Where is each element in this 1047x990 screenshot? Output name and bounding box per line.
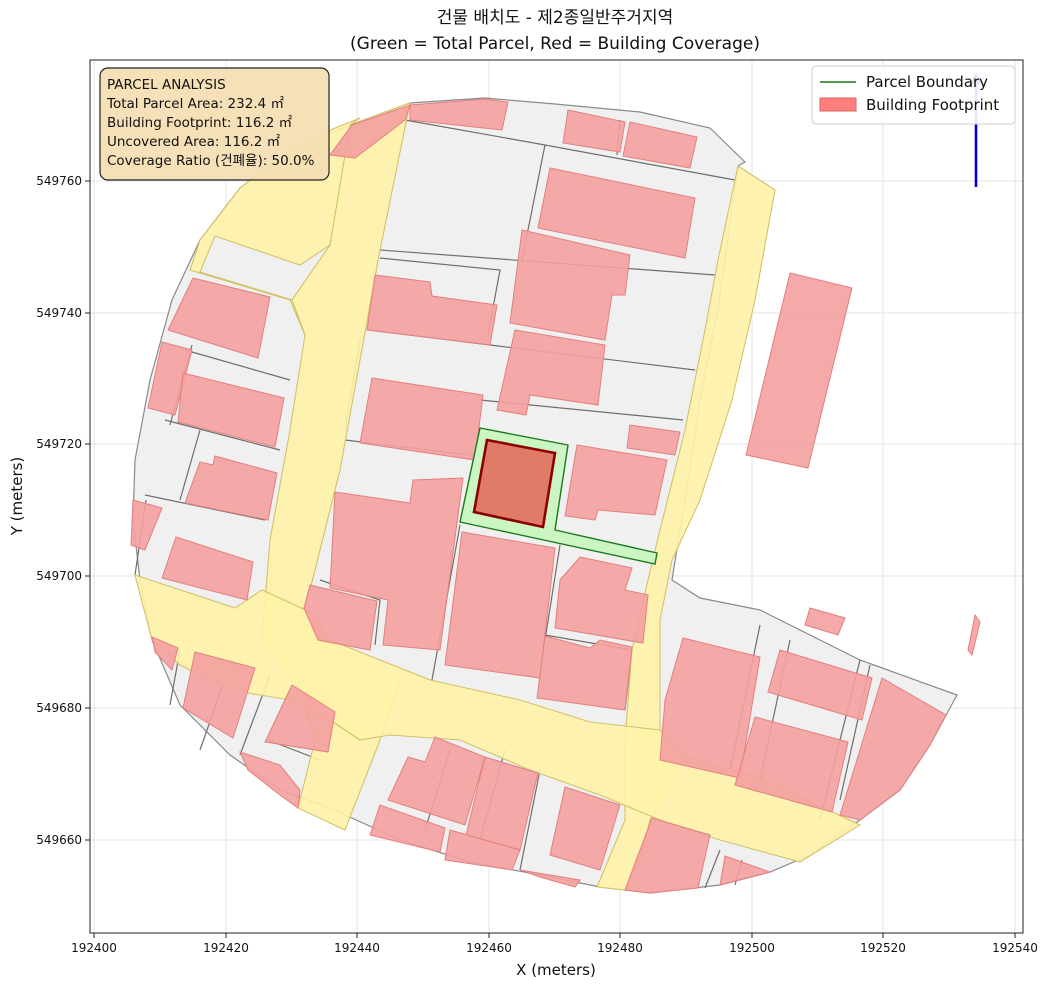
x-tick-label: 192540 xyxy=(992,941,1038,955)
y-tick-label: 549740 xyxy=(36,306,82,320)
building xyxy=(549,786,621,871)
target-parcel xyxy=(459,427,658,565)
building xyxy=(369,804,446,853)
building xyxy=(444,531,556,679)
building xyxy=(509,229,631,341)
y-tick-label: 549700 xyxy=(36,569,82,583)
building xyxy=(177,372,285,448)
info-footprint: Building Footprint: 116.2 ㎡ xyxy=(107,115,293,131)
map-subtitle: (Green = Total Parcel, Red = Building Co… xyxy=(350,34,760,54)
info-coverage: Coverage Ratio (건폐율): 50.0% xyxy=(107,153,315,169)
building-footprint xyxy=(472,438,557,529)
tick-marks xyxy=(85,180,1016,938)
building xyxy=(167,277,271,359)
building xyxy=(151,636,179,671)
y-tick-label: 549760 xyxy=(36,174,82,188)
building xyxy=(839,677,947,821)
building xyxy=(329,477,464,651)
y-tick-labels: 549660 549680 549700 549720 549740 54976… xyxy=(36,174,82,847)
x-tick-label: 192420 xyxy=(203,941,249,955)
x-axis-label: X (meters) xyxy=(516,961,596,979)
legend-building-swatch xyxy=(819,97,857,112)
building xyxy=(303,584,378,651)
building xyxy=(409,98,509,131)
building xyxy=(734,716,849,813)
x-tick-label: 192480 xyxy=(597,941,643,955)
building xyxy=(804,607,846,636)
axes-frame xyxy=(89,59,1024,934)
building xyxy=(329,104,411,159)
y-tick-label: 549680 xyxy=(36,701,82,715)
x-tick-labels: 192400 192420 192440 192460 192480 19250… xyxy=(71,941,1038,955)
y-tick-label: 549660 xyxy=(36,833,82,847)
x-tick-label: 192500 xyxy=(729,941,775,955)
info-heading: PARCEL ANALYSIS xyxy=(107,77,226,93)
building xyxy=(444,829,521,871)
building xyxy=(161,536,254,601)
map-title: 건물 배치도 - 제2종일반주거지역 xyxy=(437,8,673,28)
building xyxy=(626,424,681,456)
building xyxy=(767,649,873,721)
building xyxy=(130,499,163,551)
building xyxy=(564,444,668,521)
building xyxy=(745,272,853,469)
building xyxy=(554,556,649,644)
building xyxy=(366,274,498,346)
building xyxy=(184,455,278,521)
building xyxy=(182,651,256,739)
building-layer xyxy=(130,98,981,894)
building xyxy=(537,167,696,259)
building xyxy=(659,637,761,779)
building xyxy=(719,855,772,886)
x-tick-label: 192460 xyxy=(466,941,512,955)
y-tick-label: 549720 xyxy=(36,437,82,451)
building xyxy=(562,109,626,153)
plot-area: 192400 192420 192440 192460 192480 19250… xyxy=(8,59,1038,979)
x-tick-label: 192520 xyxy=(860,941,906,955)
building xyxy=(519,869,581,888)
x-tick-label: 192440 xyxy=(334,941,380,955)
building xyxy=(624,817,711,894)
building xyxy=(147,341,193,416)
building xyxy=(536,635,633,711)
building xyxy=(622,121,698,169)
building xyxy=(496,329,606,416)
building xyxy=(967,613,981,657)
building xyxy=(239,751,301,809)
parcel-analysis-box: PARCEL ANALYSIS Total Parcel Area: 232.4… xyxy=(99,67,330,181)
legend-parcel-label: Parcel Boundary xyxy=(866,73,988,91)
x-tick-label: 192400 xyxy=(71,941,117,955)
y-axis-label: Y (meters) xyxy=(8,457,26,537)
building xyxy=(264,684,336,753)
legend: Parcel Boundary Building Footprint xyxy=(811,65,1016,125)
legend-building-label: Building Footprint xyxy=(866,96,999,114)
info-uncovered: Uncovered Area: 116.2 ㎡ xyxy=(107,134,281,150)
info-total-area: Total Parcel Area: 232.4 ㎡ xyxy=(106,96,284,112)
